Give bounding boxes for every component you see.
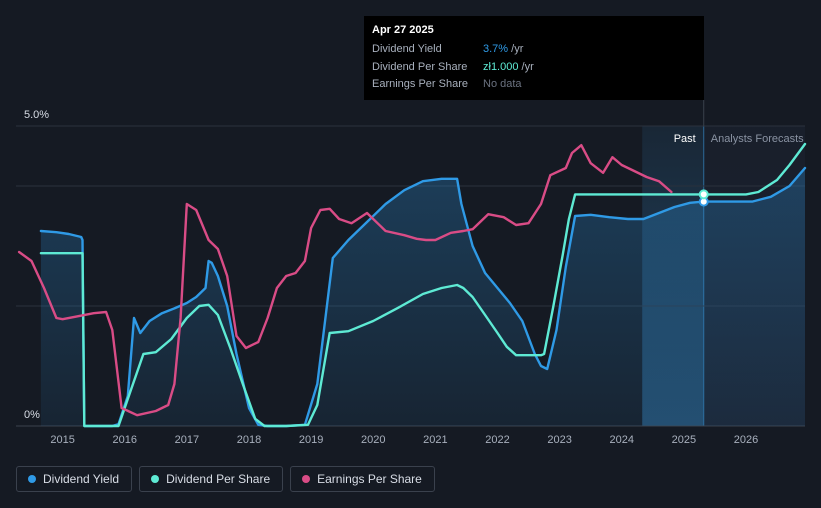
tooltip-label: Dividend Yield xyxy=(372,43,442,55)
x-tick-label: 2020 xyxy=(361,434,385,446)
x-tick-label: 2021 xyxy=(423,434,447,446)
legend-label: Dividend Yield xyxy=(43,472,120,486)
tooltip-value: 3.7% xyxy=(483,43,509,55)
x-tick-label: 2015 xyxy=(50,434,74,446)
tooltip-row-earnings-per-share: Earnings Per Share No data xyxy=(372,76,696,94)
x-tick-label: 2025 xyxy=(672,434,696,446)
tooltip: Apr 27 2025 Dividend Yield 3.7% /yr Divid… xyxy=(364,16,704,100)
tooltip-date: Apr 27 2025 xyxy=(372,24,434,36)
legend-label: Earnings Per Share xyxy=(317,472,422,486)
tooltip-row-dividend-per-share: Dividend Per Share zł1.000 /yr xyxy=(372,59,696,77)
tooltip-value: No data xyxy=(483,78,522,90)
legend-item-dividend-per-share[interactable]: Dividend Per Share xyxy=(139,466,284,492)
legend-label: Dividend Per Share xyxy=(166,472,271,486)
series-line-dividend-per-share xyxy=(39,142,807,428)
series-line-dividend-yield xyxy=(39,166,807,428)
legend-dot xyxy=(151,475,160,483)
x-tick-label: 2019 xyxy=(299,434,323,446)
legend-dot xyxy=(28,475,36,483)
x-tick-label: 2018 xyxy=(237,434,261,446)
x-tick-label: 2026 xyxy=(734,434,758,446)
series-area-dividend-yield xyxy=(40,168,805,426)
past-label: Past xyxy=(674,133,696,145)
tooltip-unit: /yr xyxy=(508,43,524,55)
tooltip-row-dividend-yield: Dividend Yield 3.7% /yr xyxy=(372,41,696,59)
legend: Dividend Yield Dividend Per Share Earnin… xyxy=(16,466,435,492)
series-line-earnings-per-share xyxy=(17,144,673,417)
legend-item-dividend-yield[interactable]: Dividend Yield xyxy=(16,466,133,492)
tooltip-label: Dividend Per Share xyxy=(372,60,468,73)
hover-marker-dividend-per-share xyxy=(698,189,709,200)
x-tick-label: 2023 xyxy=(547,434,571,446)
tooltip-label: Earnings Per Share xyxy=(372,78,468,90)
y-tick-label: 5.0% xyxy=(24,109,49,121)
forecast-label: Analysts Forecasts xyxy=(711,133,804,145)
legend-item-earnings-per-share[interactable]: Earnings Per Share xyxy=(290,466,435,492)
tooltip-value: zł1.000 xyxy=(483,60,519,73)
x-tick-label: 2022 xyxy=(485,434,509,446)
y-tick-label: 0% xyxy=(24,409,40,421)
x-tick-label: 2016 xyxy=(112,434,136,446)
x-tick-label: 2024 xyxy=(609,434,633,446)
tooltip-unit: /yr xyxy=(518,60,534,73)
x-tick-label: 2017 xyxy=(175,434,199,446)
legend-dot xyxy=(302,475,311,483)
